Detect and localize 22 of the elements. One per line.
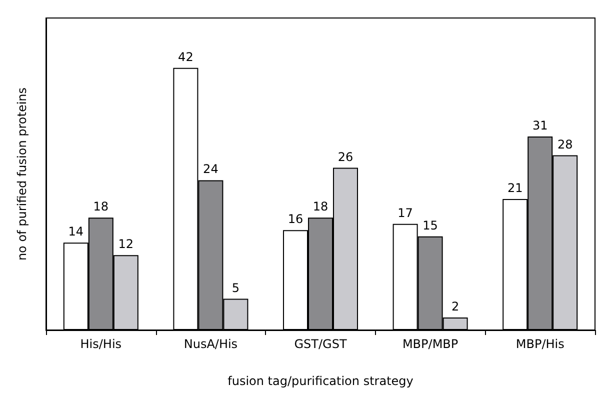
- data-label: 18: [312, 200, 328, 214]
- data-label: 14: [68, 224, 84, 239]
- data-label: 26: [338, 150, 354, 164]
- x-tick-label: MBP/His: [516, 337, 564, 351]
- x-axis-title: fusion tag/purification strategy: [228, 374, 414, 388]
- data-label: 17: [398, 206, 413, 220]
- data-label: 31: [532, 118, 548, 133]
- x-tick-label: MBP/MBP: [402, 337, 458, 351]
- data-label: 12: [118, 237, 134, 252]
- x-tick-label: His/His: [80, 337, 122, 351]
- x-tick-label: NusA/His: [184, 337, 238, 351]
- data-label: 5: [232, 280, 240, 295]
- data-label: 28: [557, 137, 573, 152]
- x-tick-label: GST/GST: [294, 337, 348, 351]
- y-axis-title: no of purified fusion proteins: [15, 87, 29, 261]
- data-label: 18: [93, 200, 109, 214]
- data-label: 21: [507, 180, 523, 195]
- data-label: 2: [451, 300, 460, 314]
- data-label: 16: [288, 212, 304, 226]
- data-label: 24: [203, 162, 218, 176]
- data-label: 15: [422, 218, 438, 232]
- data-label: 42: [178, 50, 194, 64]
